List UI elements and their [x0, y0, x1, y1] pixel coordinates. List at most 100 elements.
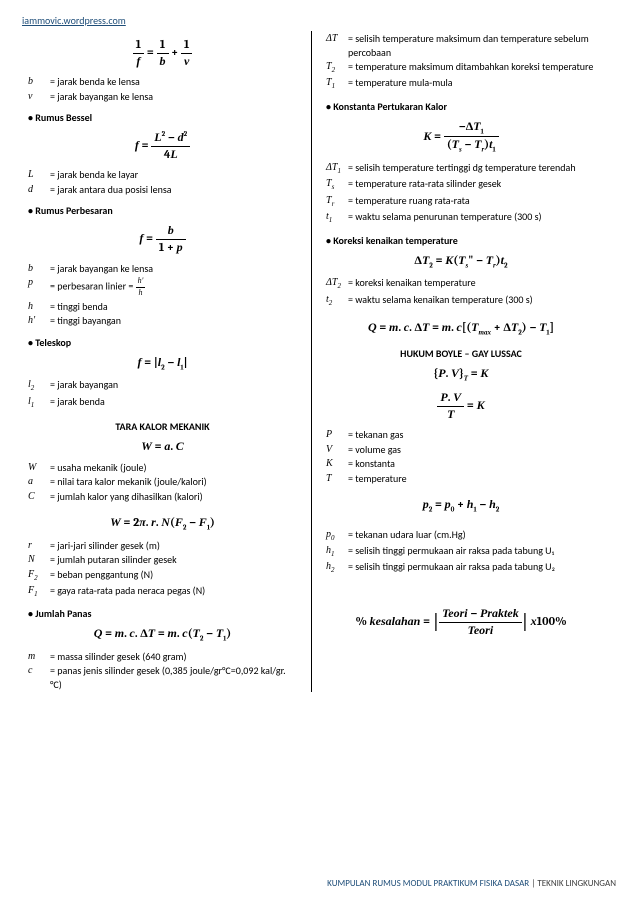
- formula-dt2: ΔT2 = K(Ts" − Tr)t2: [326, 253, 596, 270]
- def-sym: h: [28, 300, 50, 314]
- def-text: = jarak benda: [50, 395, 297, 410]
- header-link[interactable]: iammovic.wordpress.com: [22, 14, 616, 27]
- def-row: a= nilai tara kalor mekanik (joule/kalor…: [28, 475, 297, 489]
- def-sym: v: [28, 90, 50, 104]
- def-row: N= jumlah putaran silinder gesek: [28, 553, 297, 567]
- section-bessel: • Rumus Bessel: [28, 111, 297, 124]
- def-text: = perbesaran linier = h'h: [50, 276, 297, 299]
- def-sym: K: [326, 457, 348, 471]
- def-row: l1= jarak benda: [28, 395, 297, 410]
- def-sym: ΔT2: [326, 276, 348, 291]
- def-row: m= massa silinder gesek (640 gram): [28, 650, 297, 664]
- def-sym: l1: [28, 395, 50, 410]
- def-row: C= jumlah kalor yang dihasilkan (kalori): [28, 490, 297, 504]
- def-text: = temperature ruang rata-rata: [348, 194, 596, 209]
- formula-perbesaran: f = b1 + p: [28, 223, 297, 255]
- def-row: ΔT= selisih temperature maksimum dan tem…: [326, 32, 596, 59]
- def-sym: C: [28, 490, 50, 504]
- def-row: Ts= temperature rata-rata silinder gesek: [326, 177, 596, 192]
- formula-lens: 1f = 1b + 1v: [28, 37, 297, 69]
- section-tara: TARA KALOR MEKANIK: [28, 420, 297, 433]
- def-sym: m: [28, 650, 50, 664]
- def-row: V= volume gas: [326, 443, 596, 457]
- def-row: P= tekanan gas: [326, 428, 596, 442]
- def-sym: T: [326, 472, 348, 486]
- def-sym: Ts: [326, 177, 348, 192]
- footer: KUMPULAN RUMUS MODUL PRAKTIKUM FISIKA DA…: [327, 878, 616, 889]
- def-text: = jarak antara dua posisi lensa: [50, 183, 297, 197]
- def-row: t2= waktu selama kenaikan temperature (3…: [326, 293, 596, 308]
- formula-p2: p2 = p0 + h1 − h2: [326, 497, 596, 514]
- formula-k: K = −ΔT1(Ts − Tr)t1: [326, 119, 596, 155]
- formula-q2: Q = m. c. ΔT = m. c[(Tmax + ΔT2) − T1]: [326, 320, 596, 337]
- section-panas: • Jumlah Panas: [28, 607, 297, 620]
- left-column: 1f = 1b + 1v b= jarak benda ke lensa v= …: [22, 31, 312, 692]
- def-text: = waktu selama penurunan temperature (30…: [348, 210, 596, 225]
- def-text: = nilai tara kalor mekanik (joule/kalori…: [50, 475, 297, 489]
- def-text: = waktu selama kenaikan temperature (300…: [348, 293, 596, 308]
- def-text: = selisih temperature tertinggi dg tempe…: [348, 161, 596, 176]
- def-text: = temperature: [348, 472, 596, 486]
- def-row: ΔT2= koreksi kenaikan temperature: [326, 276, 596, 291]
- def-text: = tekanan udara luar (cm.Hg): [348, 528, 596, 543]
- def-sym: h2: [326, 560, 348, 575]
- def-sym: ΔT1: [326, 161, 348, 176]
- def-row: L= jarak benda ke layar: [28, 168, 297, 182]
- formula-bessel: f = L2 − d24L: [28, 130, 297, 162]
- def-sym: F2: [28, 568, 50, 583]
- def-text: = tinggi bayangan: [50, 314, 297, 328]
- def-sym: T2: [326, 60, 348, 75]
- def-sym: a: [28, 475, 50, 489]
- def-sym: N: [28, 553, 50, 567]
- section-teleskop: • Teleskop: [28, 336, 297, 349]
- def-row: Tr= temperature ruang rata-rata: [326, 194, 596, 209]
- def-sym: l2: [28, 378, 50, 393]
- def-sym: p: [28, 276, 50, 299]
- def-text: = selisih temperature maksimum dan tempe…: [348, 32, 596, 59]
- def-sym: Tr: [326, 194, 348, 209]
- def-sym: p0: [326, 528, 348, 543]
- def-text: = konstanta: [348, 457, 596, 471]
- def-row: v= jarak bayangan ke lensa: [28, 90, 297, 104]
- def-text: = jumlah putaran silinder gesek: [50, 553, 297, 567]
- def-sym: V: [326, 443, 348, 457]
- def-sym: t2: [326, 293, 348, 308]
- def-text: = panas jenis silinder gesek (0,385 joul…: [50, 664, 297, 691]
- def-row: T= temperature: [326, 472, 596, 486]
- def-row: d= jarak antara dua posisi lensa: [28, 183, 297, 197]
- def-row: p= perbesaran linier = h'h: [28, 276, 297, 299]
- def-row: W= usaha mekanik (joule): [28, 461, 297, 475]
- def-row: T2= temperature maksimum ditambahkan kor…: [326, 60, 596, 75]
- def-row: ΔT1= selisih temperature tertinggi dg te…: [326, 161, 596, 176]
- def-sym: t1: [326, 210, 348, 225]
- def-text: = jarak bayangan ke lensa: [50, 262, 297, 276]
- right-column: ΔT= selisih temperature maksimum dan tem…: [312, 31, 602, 692]
- def-sym: h1: [326, 544, 348, 559]
- def-sym: r: [28, 539, 50, 553]
- def-sym: d: [28, 183, 50, 197]
- def-text: = jari-jari silinder gesek (m): [50, 539, 297, 553]
- def-row: h= tinggi benda: [28, 300, 297, 314]
- formula-teleskop: f = |l2 − l1|: [28, 355, 297, 372]
- def-row: c= panas jenis silinder gesek (0,385 jou…: [28, 664, 297, 691]
- def-text: = koreksi kenaikan temperature: [348, 276, 596, 291]
- def-text: = selisih tinggi permukaan air raksa pad…: [348, 560, 596, 575]
- def-row: h2= selisih tinggi permukaan air raksa p…: [326, 560, 596, 575]
- def-text: = massa silinder gesek (640 gram): [50, 650, 297, 664]
- def-text: = jarak bayangan: [50, 378, 297, 393]
- formula-pv2: P. VT = K: [326, 390, 596, 422]
- formula-kesalahan: % kesalahan = |Teori − PraktekTeori| x10…: [326, 606, 596, 638]
- formula-pv1: {P. V}T = K: [326, 366, 596, 383]
- def-row: b= jarak bayangan ke lensa: [28, 262, 297, 276]
- def-text: = tekanan gas: [348, 428, 596, 442]
- def-sym: W: [28, 461, 50, 475]
- def-row: F1= gaya rata-rata pada neraca pegas (N): [28, 584, 297, 599]
- def-text: = temperature maksimum ditambahkan korek…: [348, 60, 596, 75]
- section-perbesaran: • Rumus Perbesaran: [28, 204, 297, 217]
- content-columns: 1f = 1b + 1v b= jarak benda ke lensa v= …: [22, 31, 616, 692]
- def-sym: ΔT: [326, 32, 348, 59]
- def-row: l2= jarak bayangan: [28, 378, 297, 393]
- def-row: h'= tinggi bayangan: [28, 314, 297, 328]
- footer-sub: TEKNIK LINGKUNGAN: [537, 878, 616, 889]
- def-text: = beban penggantung (N): [50, 568, 297, 583]
